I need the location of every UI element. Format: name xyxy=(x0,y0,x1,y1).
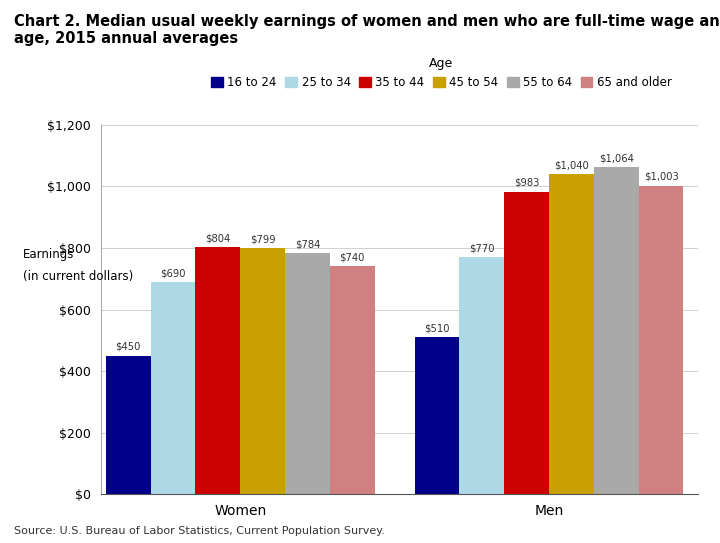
Bar xyxy=(415,337,459,494)
Text: Earnings: Earnings xyxy=(23,248,74,261)
Text: $804: $804 xyxy=(205,233,230,243)
Bar xyxy=(240,248,285,494)
Text: $1,040: $1,040 xyxy=(554,160,589,171)
Text: Source: U.S. Bureau of Labor Statistics, Current Population Survey.: Source: U.S. Bureau of Labor Statistics,… xyxy=(14,527,385,536)
Text: $510: $510 xyxy=(424,324,450,333)
Text: $983: $983 xyxy=(514,178,539,188)
Text: $740: $740 xyxy=(340,252,365,263)
Text: (in current dollars): (in current dollars) xyxy=(23,270,133,283)
Bar xyxy=(549,174,594,494)
Legend: 16 to 24, 25 to 34, 35 to 44, 45 to 54, 55 to 64, 65 and older: 16 to 24, 25 to 34, 35 to 44, 45 to 54, … xyxy=(211,57,672,89)
Text: $799: $799 xyxy=(250,235,276,244)
Bar xyxy=(195,247,240,494)
Bar xyxy=(594,167,639,494)
Bar xyxy=(285,253,330,494)
Bar xyxy=(504,192,549,494)
Bar xyxy=(459,257,504,494)
Text: $690: $690 xyxy=(161,268,186,278)
Bar xyxy=(106,356,150,494)
Text: $450: $450 xyxy=(115,342,141,352)
Text: Chart 2. Median usual weekly earnings of women and men who are full-time wage an: Chart 2. Median usual weekly earnings of… xyxy=(14,14,720,29)
Text: $784: $784 xyxy=(294,239,320,249)
Bar xyxy=(330,267,374,494)
Text: age, 2015 annual averages: age, 2015 annual averages xyxy=(14,31,238,46)
Text: $1,064: $1,064 xyxy=(599,153,634,163)
Bar xyxy=(639,186,683,494)
Bar xyxy=(150,282,195,494)
Text: $770: $770 xyxy=(469,243,495,254)
Text: $1,003: $1,003 xyxy=(644,172,678,182)
